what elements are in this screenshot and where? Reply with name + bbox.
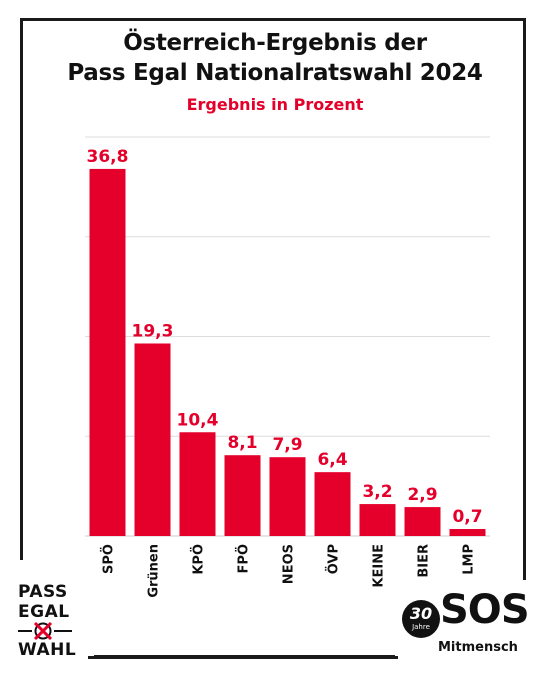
ballot-x-icon bbox=[32, 621, 54, 641]
bar-8 bbox=[449, 529, 486, 536]
logo-rule-left bbox=[18, 630, 32, 632]
frame-gap-left bbox=[14, 560, 94, 670]
category-label: FPÖ bbox=[236, 544, 252, 573]
category-label: ÖVP bbox=[326, 544, 342, 574]
bar-4 bbox=[269, 457, 306, 536]
category-label: KEINE bbox=[372, 544, 387, 588]
pass-egal-wahl-logo: PASS EGAL WAHL bbox=[18, 582, 88, 660]
bar-value-label: 8,1 bbox=[227, 433, 257, 453]
bar-value-label: 19,3 bbox=[132, 321, 174, 341]
category-label: KPÖ bbox=[191, 544, 207, 575]
category-label: LMP bbox=[462, 544, 477, 575]
sos-mitmensch-logo: 30 Jahre SOS Mitmensch bbox=[400, 588, 535, 663]
bar-value-label: 36,8 bbox=[87, 147, 129, 167]
category-label: NEOS bbox=[282, 544, 297, 584]
badge-number: 30 bbox=[409, 604, 433, 623]
logo-ballot-row bbox=[18, 621, 88, 641]
mitmensch-text: Mitmensch bbox=[438, 640, 518, 655]
bar-0 bbox=[89, 168, 126, 537]
logo-bottom-rule bbox=[88, 656, 398, 659]
badge-word: Jahre bbox=[412, 623, 430, 631]
bar-value-label: 3,2 bbox=[362, 482, 392, 502]
bar-3 bbox=[224, 455, 261, 536]
chart-title-line-1: Österreich-Ergebnis der bbox=[123, 30, 427, 56]
logo-left-line-3: WAHL bbox=[18, 640, 77, 660]
anniversary-badge: 30 Jahre bbox=[402, 600, 440, 638]
bar-value-label: 6,4 bbox=[317, 450, 347, 470]
logo-left-line-2: EGAL bbox=[18, 602, 70, 622]
category-label: SPÖ bbox=[101, 544, 117, 574]
logo-left-line-1: PASS bbox=[18, 582, 68, 602]
bar-2 bbox=[179, 432, 216, 536]
bar-value-label: 10,4 bbox=[177, 410, 219, 430]
category-label: Grünen bbox=[147, 544, 162, 598]
bar-6 bbox=[359, 504, 396, 536]
category-label: BIER bbox=[417, 544, 432, 578]
bar-value-label: 7,9 bbox=[272, 435, 302, 455]
bar-value-label: 2,9 bbox=[407, 485, 437, 505]
chart-title-line-2: Pass Egal Nationalratswahl 2024 bbox=[67, 60, 483, 86]
chart-subtitle: Ergebnis in Prozent bbox=[186, 95, 364, 114]
bar-5 bbox=[314, 472, 351, 536]
bar-1 bbox=[134, 343, 171, 536]
bar-7 bbox=[404, 507, 441, 536]
sos-logo-text: SOS bbox=[440, 587, 530, 633]
logo-rule-right bbox=[54, 630, 72, 632]
bar-value-label: 0,7 bbox=[452, 507, 482, 527]
